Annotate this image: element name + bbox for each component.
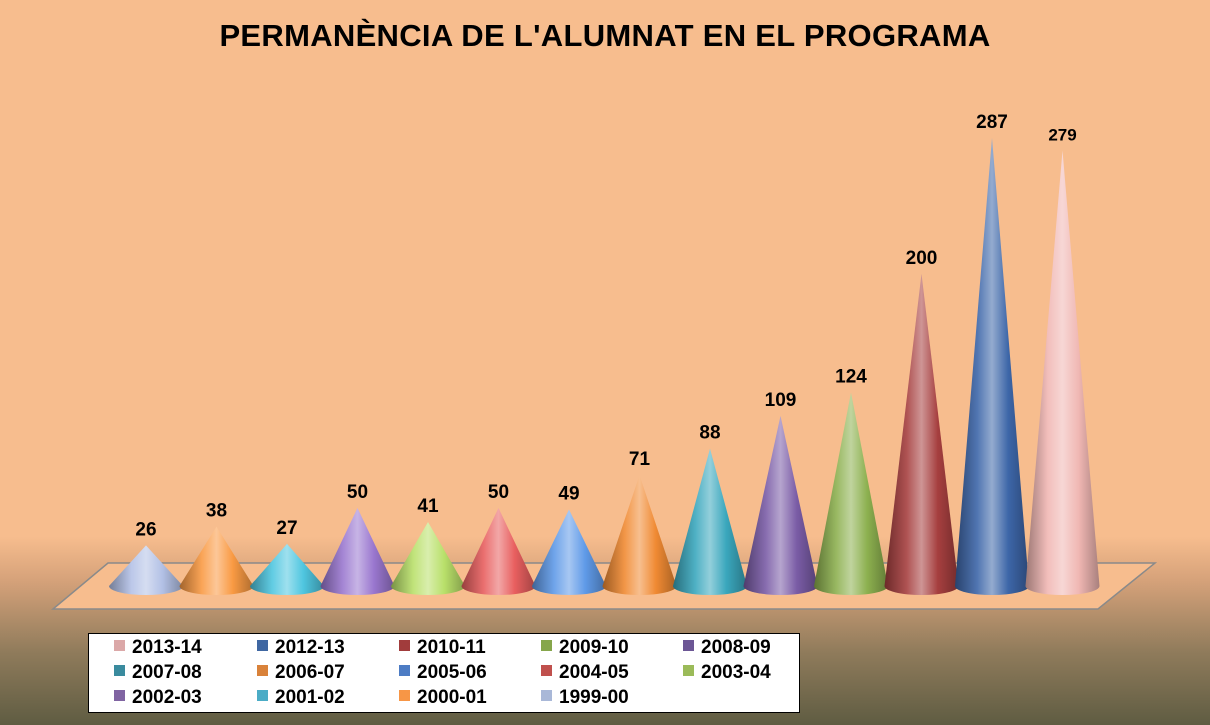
legend-item-2012-13: 2012-13	[257, 635, 345, 661]
value-label-2003-04: 41	[417, 496, 439, 517]
legend-swatch	[399, 640, 410, 652]
cone-2006-07	[602, 475, 677, 595]
legend-label: 2002-03	[132, 687, 202, 708]
value-label-2009-10: 124	[835, 366, 867, 387]
legend-label: 2013-14	[132, 637, 202, 658]
cone-1999-00	[109, 545, 183, 595]
legend-swatch	[257, 690, 268, 702]
value-label-2013-14: 279	[1048, 125, 1076, 144]
value-label-2008-09: 109	[765, 390, 797, 411]
legend-swatch	[399, 665, 410, 677]
legend-item-2009-10: 2009-10	[541, 635, 629, 661]
value-label-2007-08: 88	[699, 423, 720, 444]
legend-swatch	[541, 665, 552, 677]
legend-item-1999-00: 1999-00	[541, 685, 629, 711]
value-label-2004-05: 50	[488, 482, 509, 503]
cone-2004-05	[461, 507, 536, 595]
legend-label: 2005-06	[417, 662, 487, 683]
legend-item-2001-02: 2001-02	[257, 685, 345, 711]
cone-2012-13	[955, 138, 1029, 595]
value-label-2012-13: 287	[976, 112, 1008, 133]
legend-swatch	[114, 690, 125, 702]
legend-label: 2012-13	[275, 637, 345, 658]
value-label-2006-07: 71	[629, 449, 651, 470]
cone-2013-14	[1025, 150, 1100, 596]
cone-2000-01	[179, 526, 254, 595]
legend-item-2002-03: 2002-03	[114, 685, 202, 711]
cone-2007-08	[673, 448, 747, 595]
legend-label: 2009-10	[559, 637, 629, 658]
legend-label: 2004-05	[559, 662, 629, 683]
legend-swatch	[114, 665, 125, 677]
legend-item-2013-14: 2013-14	[114, 635, 202, 661]
value-label-2001-02: 27	[276, 518, 297, 539]
legend: 2013-14 2012-13 2010-11 2009-10 2008-09 2007-…	[88, 633, 800, 713]
cone-2003-04	[391, 522, 465, 595]
legend-label: 2010-11	[417, 637, 486, 658]
legend-label: 2007-08	[132, 662, 202, 683]
legend-item-2006-07: 2006-07	[257, 660, 345, 686]
legend-item-2007-08: 2007-08	[114, 660, 202, 686]
legend-swatch	[257, 665, 268, 677]
chart-title: PERMANÈNCIA DE L'ALUMNAT EN EL PROGRAMA	[219, 18, 991, 53]
legend-label: 1999-00	[559, 687, 629, 708]
legend-item-2000-01: 2000-01	[399, 685, 487, 711]
legend-swatch	[399, 690, 410, 702]
legend-item-2008-09: 2008-09	[683, 635, 771, 661]
legend-swatch	[683, 640, 694, 652]
cone-2002-03	[320, 507, 395, 595]
value-label-1999-00: 26	[135, 519, 156, 540]
legend-label: 2008-09	[701, 637, 771, 658]
legend-swatch	[541, 690, 552, 702]
legend-swatch	[683, 665, 694, 677]
legend-swatch	[541, 640, 552, 652]
legend-label: 2000-01	[417, 687, 487, 708]
value-label-2010-11: 200	[906, 248, 938, 269]
legend-label: 2003-04	[701, 662, 771, 683]
legend-label: 2001-02	[275, 687, 345, 708]
cone-2010-11	[884, 273, 959, 595]
legend-swatch	[114, 640, 125, 652]
legend-label: 2006-07	[275, 662, 345, 683]
legend-swatch	[257, 640, 268, 652]
legend-item-2010-11: 2010-11	[399, 635, 486, 661]
cone-2001-02	[250, 543, 324, 595]
legend-item-2004-05: 2004-05	[541, 660, 629, 686]
legend-item-2005-06: 2005-06	[399, 660, 487, 686]
cone-2008-09	[743, 415, 818, 595]
cone-2005-06	[532, 509, 606, 595]
value-labels-group: 26 38 27 50 41 50 49 71 88 109 124 200 287 279	[135, 112, 1076, 540]
value-label-2002-03: 50	[347, 482, 368, 503]
cones-group	[109, 138, 1100, 596]
legend-item-2003-04: 2003-04	[683, 660, 771, 686]
value-label-2000-01: 38	[206, 501, 227, 522]
cone-2009-10	[814, 392, 888, 595]
value-label-2005-06: 49	[558, 484, 579, 505]
